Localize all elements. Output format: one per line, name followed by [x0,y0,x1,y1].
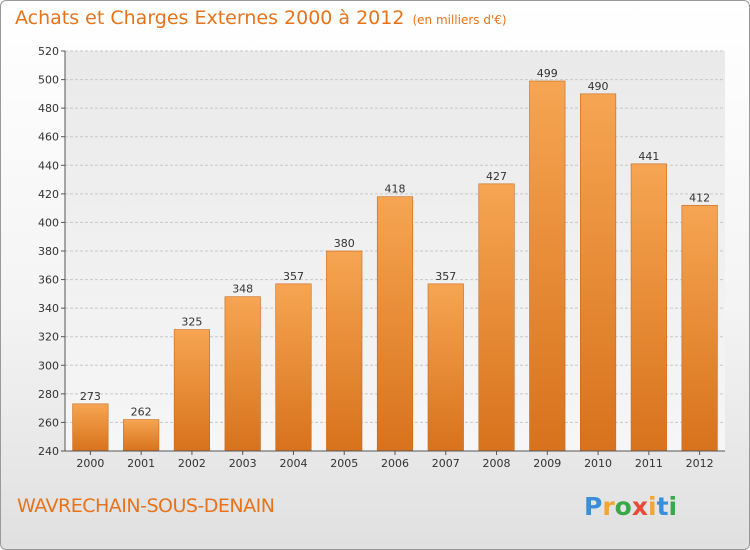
bar [427,283,464,452]
x-tick-label: 2011 [635,457,663,470]
x-tick-label: 2010 [584,457,612,470]
y-tick-label: 260 [38,416,59,429]
y-tick-label: 440 [38,159,59,172]
data-label: 348 [232,283,253,296]
bar [376,196,414,452]
bar [326,250,363,452]
x-tick-label: 2002 [178,457,206,470]
data-label: 273 [80,390,101,403]
chart-title: Achats et Charges Externes 2000 à 2012 (e… [15,7,507,29]
data-label: 325 [181,316,202,329]
data-label: 262 [131,406,152,419]
y-tick-label: 460 [38,131,59,144]
y-tick-label: 320 [38,331,59,344]
x-tick-label: 2009 [533,457,561,470]
logo-letter: o [614,492,632,521]
bar [630,163,667,452]
y-tick-label: 400 [38,216,59,229]
bar [173,329,210,452]
y-tick-label: 500 [38,74,59,87]
data-label: 490 [588,80,609,93]
location-name: WAVRECHAIN-SOUS-DENAIN [17,495,275,517]
bar [224,296,261,452]
y-tick-label: 240 [38,445,59,458]
bar [72,403,109,452]
bar [681,204,718,452]
x-axis: 2000 2001 2002 2003 2004 2005 2006 2007 2008 2009… [65,450,725,470]
data-label: 427 [486,170,507,183]
bar [123,419,160,452]
data-label: 418 [385,183,406,196]
logo-letter: r [602,492,615,521]
y-tick-label: 300 [38,359,59,372]
x-tick-label: 2007 [432,457,460,470]
bar [275,283,312,452]
data-label: 412 [689,191,710,204]
logo-letter: i [668,492,678,521]
x-tick-label: 2006 [381,457,409,470]
x-tick-label: 2004 [279,457,307,470]
y-tick-label: 380 [38,245,59,258]
bar [529,80,566,452]
data-label: 499 [537,67,558,80]
data-label: 441 [638,150,659,163]
data-label: 380 [334,237,355,250]
y-tick-label: 480 [38,102,59,115]
chart-subtitle: (en milliers d'€) [412,13,507,27]
title-text: Achats et Charges Externes 2000 à 2012 [15,7,405,29]
x-tick-label: 2008 [483,457,511,470]
y-tick-label: 420 [38,188,59,201]
y-tick-label: 520 [38,45,59,58]
logo-letter: x [631,492,648,521]
y-tick-label: 340 [38,302,59,315]
y-tick-label: 280 [38,388,59,401]
x-tick-label: 2001 [127,457,155,470]
x-tick-label: 2000 [76,457,104,470]
logo-letter: t [656,492,669,521]
y-axis: 240 260 280 300 320 340 360 380 400 420 440 460 480 5… [38,45,66,458]
proxiti-logo: Proxiti [584,492,677,521]
bar [478,183,515,452]
bars: 273 262 325 348 357 380 418 357 427 499 490 441 412 [72,67,718,452]
bar [580,93,617,452]
data-label: 357 [283,270,304,283]
data-label: 357 [435,270,456,283]
x-tick-label: 2012 [686,457,714,470]
y-tick-label: 360 [38,274,59,287]
x-tick-label: 2005 [330,457,358,470]
x-tick-label: 2003 [229,457,257,470]
logo-letter: i [648,492,657,521]
logo-letter: P [584,492,603,521]
